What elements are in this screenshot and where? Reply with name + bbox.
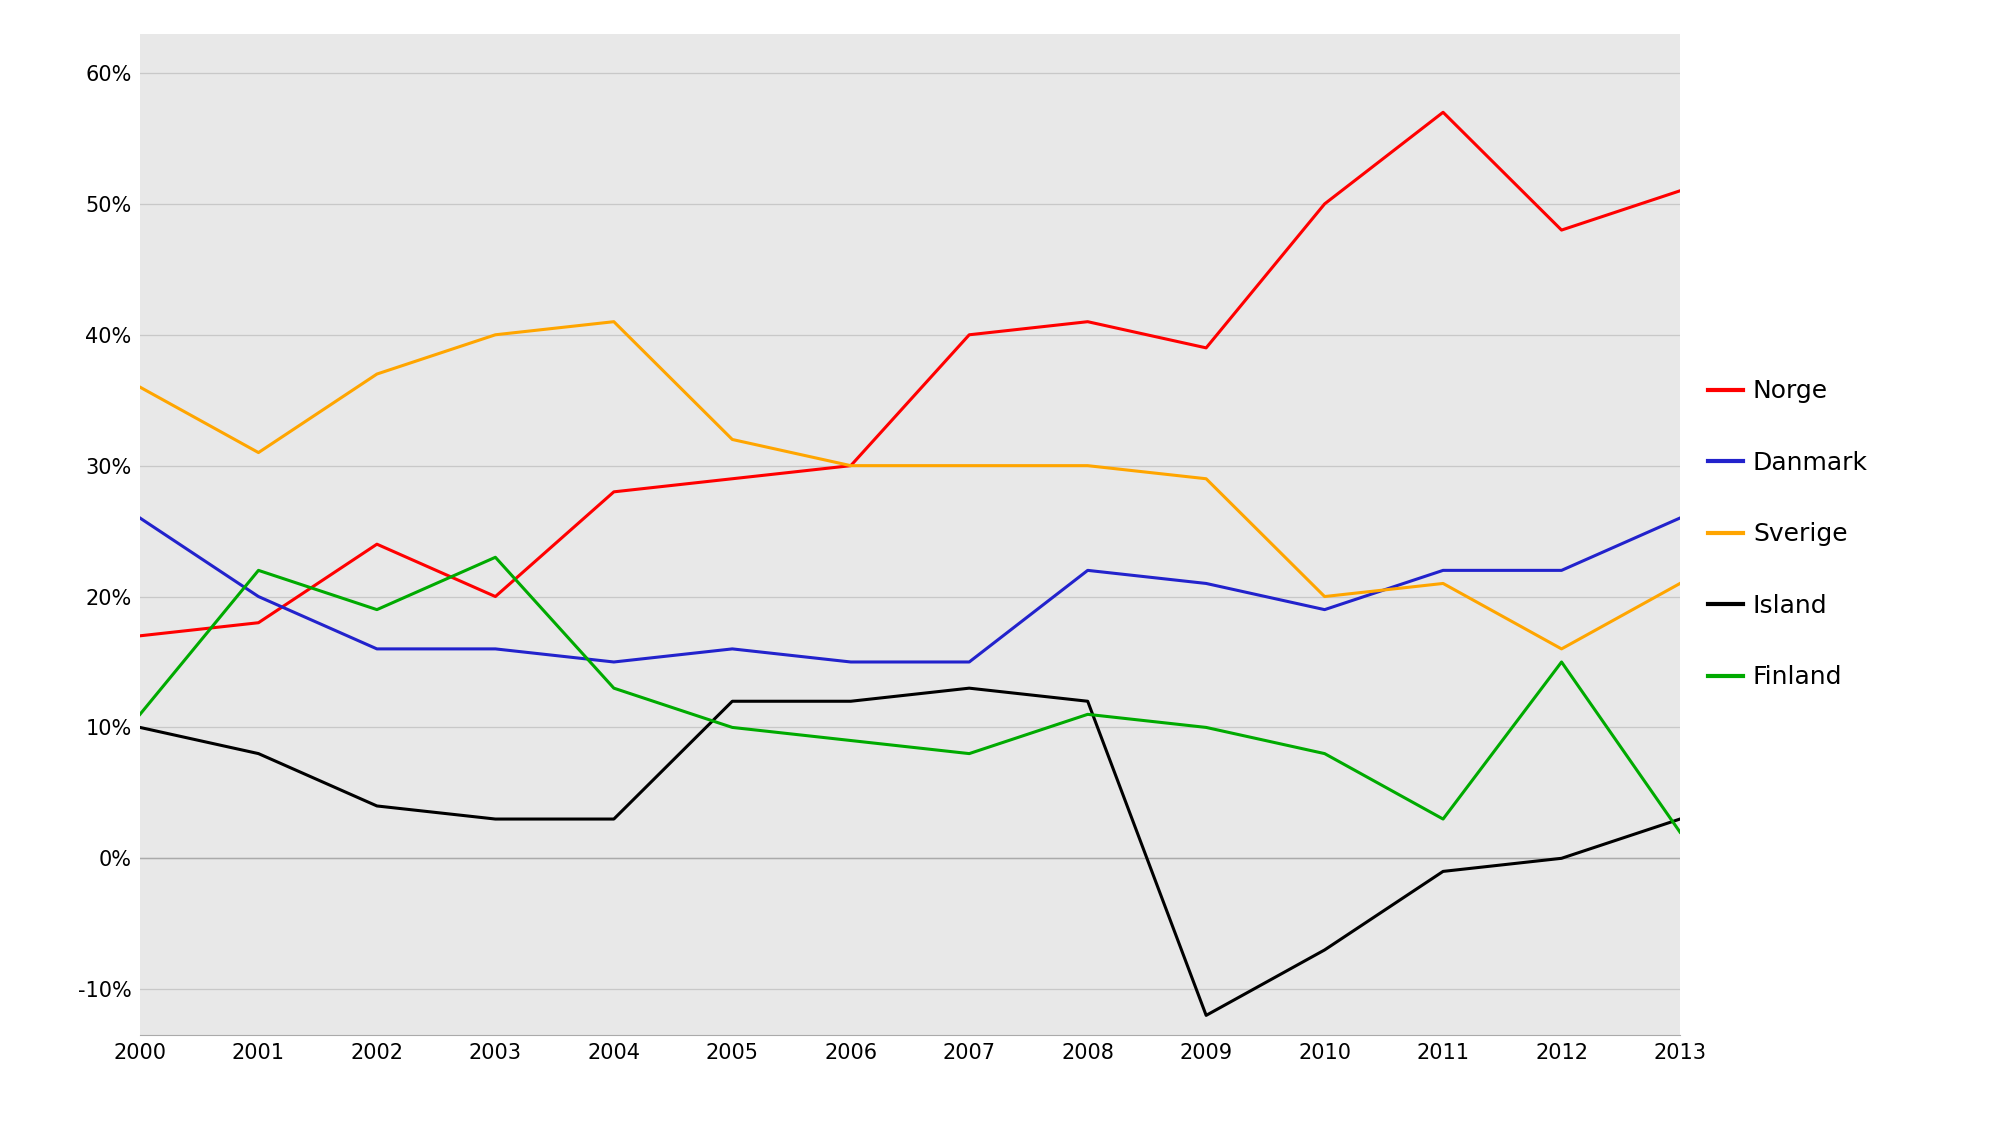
Legend: Norge, Danmark, Sverige, Island, Finland: Norge, Danmark, Sverige, Island, Finland	[1708, 379, 1868, 690]
